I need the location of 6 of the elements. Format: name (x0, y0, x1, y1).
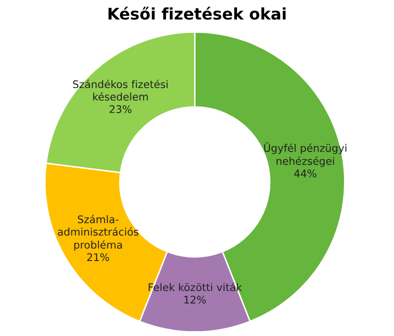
data-label: 23% (110, 105, 132, 114)
data-label: 21% (87, 253, 110, 262)
slice-label: Számla- adminisztrációs probléma (58, 214, 138, 251)
chart-title: Késői fizetések okai (108, 6, 286, 20)
data-label: 12% (184, 296, 206, 304)
data-label: 44% (294, 170, 316, 178)
